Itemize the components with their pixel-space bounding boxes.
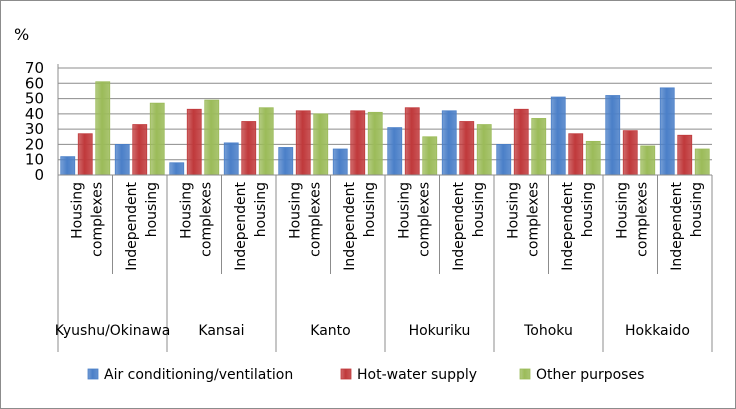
gridlines [58,67,712,161]
legend: Air conditioning/ventilation Hot-water su… [87,367,644,383]
y-tick-label: 60 [25,74,44,92]
bar [387,127,403,176]
bars [60,81,710,176]
category-label: complexes [634,182,650,257]
y-tick-label: 50 [25,90,44,108]
category-label: Independent [560,182,576,271]
category-label: Housing [614,182,630,239]
category-label: complexes [307,182,323,257]
bar [476,124,492,176]
bar [585,140,601,176]
category-label: Housing [396,182,412,239]
bar [295,110,311,176]
y-tick-label: 40 [25,105,44,123]
y-tick-label: 30 [25,120,44,138]
region-label: Kanto [310,323,350,339]
legend-swatch [519,368,531,380]
bar [568,133,584,176]
category-label: housing [362,182,378,237]
bar [367,111,383,176]
legend-label: Air conditioning/ventilation [104,367,293,383]
bar [622,130,638,176]
bar [441,110,457,176]
category-label: housing [689,182,705,237]
bar [422,136,438,176]
bar [640,145,656,176]
y-tick-label: 70 [25,59,44,77]
category-label: complexes [525,182,541,257]
y-tick-label: 10 [25,151,44,169]
region-label: Kansai [198,323,244,339]
category-label: Housing [287,182,303,239]
category-label: Independent [124,182,140,271]
bar [605,95,621,176]
category-label: Independent [342,182,358,271]
bar [694,148,710,176]
axes [57,64,713,352]
bar [459,121,475,176]
bar [60,156,76,176]
category-label: Independent [233,182,249,271]
bar [77,133,93,176]
category-label: complexes [416,182,432,257]
y-unit-label: % [14,25,29,44]
legend-label: Hot-water supply [357,367,477,383]
bar [404,107,420,176]
category-label: housing [253,182,269,237]
bar [204,99,220,176]
bar [550,96,566,176]
bar [223,142,239,176]
bar [149,102,165,176]
bar [95,81,111,176]
region-label: Tohoku [523,323,573,339]
y-tick-label: 20 [25,135,44,153]
bar [114,144,130,176]
region-label: Kyushu/Okinawa [55,323,171,339]
bar [313,113,329,176]
category-label: housing [580,182,596,237]
region-label: Hokuriku [409,323,471,339]
bar [531,118,547,176]
legend-label: Other purposes [536,367,644,383]
category-label: complexes [198,182,214,257]
legend-swatch [87,368,99,380]
y-tick-label: 0 [34,166,44,184]
region-label: Hokkaido [625,323,690,339]
category-label: complexes [89,182,105,257]
bar [659,87,675,176]
bar [513,108,529,176]
bar [350,110,366,176]
category-label: Housing [178,182,194,239]
bar [258,107,274,176]
category-label: Independent [669,182,685,271]
bar [169,162,185,176]
bar [496,144,512,176]
bar [278,147,294,176]
category-label: Independent [451,182,467,271]
bar [677,134,693,176]
bar [186,108,202,176]
category-label: Housing [69,182,85,239]
category-label: Housing [505,182,521,239]
legend-swatch [340,368,352,380]
category-label: housing [471,182,487,237]
bar [132,124,148,176]
category-label: housing [144,182,160,237]
bar [241,121,257,176]
bar [332,148,348,176]
